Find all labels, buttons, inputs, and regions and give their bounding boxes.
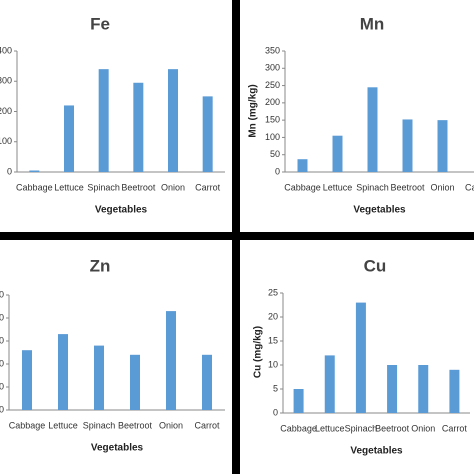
y-tick-label: 300 xyxy=(265,63,280,73)
x-tick-label: Spinach xyxy=(87,182,120,192)
y-tick-label: 0 xyxy=(0,404,4,414)
bar xyxy=(64,105,74,172)
bar xyxy=(94,345,104,410)
y-tick-label: 0 xyxy=(7,166,12,176)
bar xyxy=(130,354,140,410)
y-tick-label: 5 xyxy=(273,383,278,393)
bar xyxy=(202,354,212,410)
chart-panel: Mn 0 50 100 150 200 250 300 350 Cabbage Lettuce Spi… xyxy=(240,0,474,232)
y-tick-label: 150 xyxy=(265,115,280,125)
bar xyxy=(437,120,448,172)
x-tick-label: Spinach xyxy=(345,423,378,433)
x-tick-label: Onion xyxy=(161,182,185,192)
y-tick-label: 20 xyxy=(0,358,4,368)
x-tick-label: Cabbage xyxy=(284,182,321,192)
x-tick-label: Onion xyxy=(430,182,454,192)
bar xyxy=(418,365,429,413)
y-tick-label: 10 xyxy=(0,381,4,391)
chart-title: Cu xyxy=(364,256,387,275)
bar xyxy=(293,389,304,413)
panel-background xyxy=(240,0,474,232)
y-tick-label: 200 xyxy=(265,97,280,107)
bar xyxy=(387,365,398,413)
y-tick-label: 50 xyxy=(270,149,280,159)
bar xyxy=(367,87,378,172)
x-tick-label: Cabbage xyxy=(9,420,46,430)
x-axis-title: Vegetables xyxy=(91,443,144,454)
bar xyxy=(166,311,176,410)
x-axis-title: Vegetables xyxy=(95,205,148,216)
bar xyxy=(29,170,40,172)
bar xyxy=(324,355,335,413)
x-tick-label: Spinach xyxy=(83,420,116,430)
y-tick-label: 20 xyxy=(268,311,278,321)
x-tick-label: Cabbage xyxy=(16,182,53,192)
y-axis-title: Mn (mg/kg) xyxy=(248,84,259,137)
x-tick-label: Carrot xyxy=(442,423,468,433)
x-tick-label: Beetroot xyxy=(375,423,410,433)
x-tick-label: Spinach xyxy=(356,182,389,192)
bar xyxy=(355,302,366,413)
x-tick-label: Onion xyxy=(411,423,435,433)
x-tick-label: Lettuce xyxy=(323,182,353,192)
y-tick-label: 400 xyxy=(0,45,12,55)
bar xyxy=(332,135,343,172)
bar xyxy=(168,69,178,172)
panel-background xyxy=(0,0,232,232)
y-tick-label: 0 xyxy=(273,407,278,417)
bar xyxy=(22,350,32,410)
x-axis-title: Vegetables xyxy=(350,446,403,457)
bar xyxy=(58,334,68,410)
y-tick-label: 25 xyxy=(268,287,278,297)
x-tick-label: Carrot xyxy=(465,182,474,192)
bar xyxy=(402,119,413,172)
y-tick-label: 250 xyxy=(265,80,280,90)
x-tick-label: Carrot xyxy=(195,182,221,192)
bar xyxy=(133,82,144,172)
chart-panel: Fe 0 100 200 300 400 CabbageLettuceSpinachBeet… xyxy=(0,0,232,232)
chart-title: Fe xyxy=(90,14,110,33)
x-tick-label: Lettuce xyxy=(54,182,84,192)
x-tick-label: Beetroot xyxy=(118,420,153,430)
y-axis-title: Cu (mg/kg) xyxy=(253,326,264,378)
x-tick-label: Lettuce xyxy=(48,420,78,430)
y-tick-label: 100 xyxy=(0,136,12,146)
x-tick-label: Beetroot xyxy=(390,182,425,192)
x-tick-label: Lettuce xyxy=(315,423,345,433)
bar xyxy=(449,369,460,413)
x-tick-label: Cabbage xyxy=(280,423,317,433)
y-tick-label: 0 xyxy=(275,166,280,176)
chart-title: Mn xyxy=(360,14,385,33)
y-tick-label: 200 xyxy=(0,106,12,116)
y-tick-label: 10 xyxy=(268,359,278,369)
chart-title: Zn xyxy=(90,256,111,275)
y-tick-label: 30 xyxy=(0,335,4,345)
y-tick-label: 300 xyxy=(0,76,12,86)
panel-background xyxy=(0,240,232,474)
x-tick-label: Onion xyxy=(159,420,183,430)
x-tick-label: Carrot xyxy=(194,420,220,430)
bar xyxy=(98,69,109,172)
y-tick-label: 350 xyxy=(265,45,280,55)
y-tick-label: 40 xyxy=(0,312,4,322)
y-tick-label: 100 xyxy=(265,132,280,142)
y-tick-label: 50 xyxy=(0,289,4,299)
bar xyxy=(297,159,308,172)
x-axis-title: Vegetables xyxy=(353,205,406,216)
y-tick-label: 15 xyxy=(268,335,278,345)
x-tick-label: Beetroot xyxy=(121,182,156,192)
bar xyxy=(202,96,213,172)
